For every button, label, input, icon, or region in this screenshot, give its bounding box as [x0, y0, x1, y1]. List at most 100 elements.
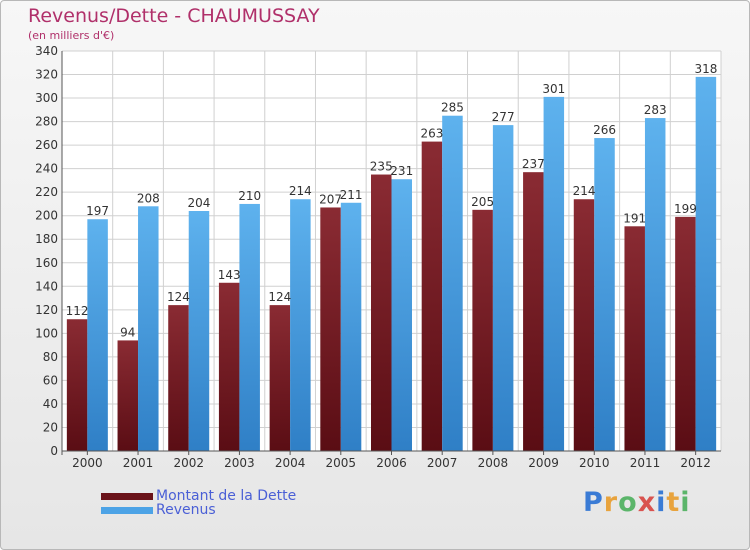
- y-tick-label: 60: [43, 373, 58, 387]
- logo-letter: o: [618, 487, 638, 518]
- data-label-debt: 191: [623, 211, 646, 225]
- y-tick-label: 160: [35, 256, 58, 270]
- data-label-revenue: 204: [188, 196, 211, 210]
- y-tick-label: 240: [35, 162, 58, 176]
- y-tick-label: 120: [35, 303, 58, 317]
- data-label-debt: 143: [218, 268, 241, 282]
- y-tick-label: 20: [43, 420, 58, 434]
- bar-revenue: [695, 76, 717, 451]
- bar-revenue: [492, 125, 514, 451]
- bar-debt: [675, 216, 696, 451]
- data-label-revenue: 283: [644, 103, 667, 117]
- logo-letter: P: [583, 487, 604, 518]
- x-tick-label: 2000: [72, 456, 103, 470]
- axes: 0 20 40 60 80 100 120 140 160 180 200 220 240 260 280 3…: [35, 44, 721, 470]
- data-label-debt: 199: [674, 202, 697, 216]
- chart-title: Revenus/Dette - CHAUMUSSAY: [28, 5, 320, 27]
- data-label-debt: 237: [522, 157, 545, 171]
- data-label-revenue: 231: [390, 164, 413, 178]
- y-tick-label: 140: [35, 279, 58, 293]
- y-tick-label: 320: [35, 68, 58, 82]
- y-tick-label: 220: [35, 185, 58, 199]
- legend-swatch-debt: [101, 492, 153, 500]
- bar-debt: [523, 172, 544, 452]
- data-label-revenue: 211: [340, 188, 363, 202]
- x-tick-label: 2009: [528, 456, 559, 470]
- bar-debt: [117, 340, 139, 451]
- bar-debt: [320, 207, 341, 451]
- data-label-revenue: 318: [694, 62, 717, 76]
- x-tick-label: 2001: [123, 456, 154, 470]
- y-tick-label: 260: [35, 138, 58, 152]
- data-label-revenue: 208: [137, 191, 160, 205]
- data-label-revenue: 285: [441, 101, 464, 115]
- x-tick-label: 2003: [224, 456, 255, 470]
- data-label-revenue: 277: [492, 110, 515, 124]
- logo-letter: x: [637, 487, 657, 518]
- x-tick-label: 2008: [478, 456, 509, 470]
- y-tick-label: 0: [50, 444, 58, 458]
- x-tick-label: 2005: [326, 456, 357, 470]
- data-label-debt: 124: [167, 290, 190, 304]
- bar-debt: [624, 226, 645, 451]
- legend-label-debt: Montant de la Dette: [156, 488, 297, 504]
- y-tick-label: 340: [35, 44, 58, 58]
- data-label-revenue: 214: [289, 184, 312, 198]
- data-label-debt: 207: [319, 192, 342, 206]
- data-label-revenue: 197: [86, 204, 109, 218]
- bar-debt: [168, 305, 189, 451]
- y-tick-label: 40: [43, 397, 58, 411]
- data-label-debt: 205: [471, 195, 494, 209]
- bar-debt: [66, 319, 88, 451]
- x-tick-label: 2002: [173, 456, 204, 470]
- legend-item-revenue: Revenus: [101, 502, 216, 518]
- x-tick-label: 2011: [630, 456, 661, 470]
- x-tick-label: 2007: [427, 456, 458, 470]
- logo-letter: r: [603, 487, 619, 518]
- data-label-revenue: 210: [238, 189, 261, 203]
- bars: [66, 76, 717, 452]
- proxiti-logo: Proxiti: [583, 487, 691, 518]
- bar-revenue: [188, 211, 210, 451]
- bar-revenue: [644, 118, 666, 451]
- data-label-debt: 124: [268, 290, 291, 304]
- data-label-debt: 94: [120, 325, 135, 339]
- bar-revenue: [87, 219, 108, 451]
- legend-label-revenue: Revenus: [156, 502, 216, 518]
- y-tick-label: 280: [35, 115, 58, 129]
- logo-letter: t: [666, 487, 681, 518]
- y-tick-label: 80: [43, 350, 58, 364]
- legend-swatch-revenue: [101, 506, 153, 514]
- y-tick-label: 100: [35, 326, 58, 340]
- x-tick-label: 2010: [579, 456, 610, 470]
- bar-revenue: [138, 206, 159, 451]
- data-label-debt: 263: [420, 127, 443, 141]
- bar-revenue: [594, 138, 615, 451]
- x-tick-label: 2012: [680, 456, 711, 470]
- bar-debt: [573, 199, 595, 451]
- legend-item-debt: Montant de la Dette: [101, 488, 296, 504]
- y-tick-label: 180: [35, 232, 58, 246]
- chart-subtitle: (en milliers d'€): [28, 29, 115, 42]
- data-label-debt: 235: [370, 160, 393, 174]
- bar-revenue: [543, 96, 565, 451]
- bar-revenue: [442, 115, 463, 452]
- data-label-debt: 112: [66, 304, 89, 318]
- value-labels: 1121979420812420414321012421420721123523…: [66, 62, 718, 340]
- y-tick-label: 300: [35, 91, 58, 105]
- bar-revenue: [239, 203, 260, 451]
- bar-revenue: [391, 179, 412, 451]
- data-label-revenue: 301: [542, 82, 565, 96]
- bar-debt: [371, 174, 392, 451]
- y-tick-label: 200: [35, 209, 58, 223]
- logo-letter: i: [680, 487, 691, 518]
- data-label-debt: 214: [573, 184, 596, 198]
- bar-debt: [421, 141, 443, 451]
- x-tick-label: 2006: [376, 456, 407, 470]
- data-label-revenue: 266: [593, 123, 616, 137]
- bar-debt: [269, 305, 291, 451]
- x-tick-label: 2004: [275, 456, 306, 470]
- logo-letter: i: [656, 487, 667, 518]
